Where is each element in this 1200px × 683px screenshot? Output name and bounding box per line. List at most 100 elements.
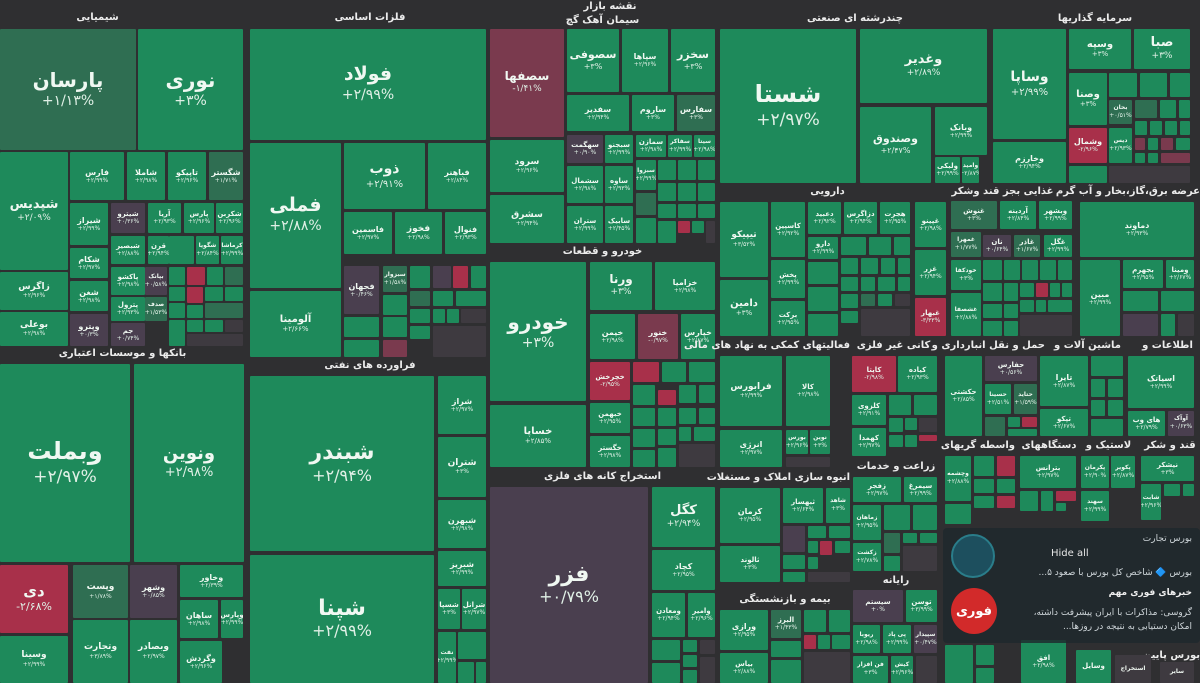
stock-tile[interactable] — [658, 408, 676, 426]
stock-tile[interactable] — [1091, 400, 1105, 416]
stock-tile[interactable]: فجهان +۰/۴۶% — [344, 266, 379, 314]
stock-tile[interactable]: غشصفا +۲/۸۸% — [951, 293, 981, 336]
stock-tile[interactable]: بترانس +۲/۹۷% — [1020, 456, 1076, 488]
stock-tile[interactable] — [169, 320, 185, 346]
stock-tile[interactable]: شرانل +۲/۹۷% — [462, 589, 486, 629]
stock-tile[interactable]: انرژی +۲/۹۷% — [720, 430, 782, 467]
stock-tile[interactable]: ثالوند +۳% — [720, 546, 780, 582]
stock-tile[interactable]: سپیدار +۰/۴۷% — [914, 625, 937, 653]
stock-tile[interactable] — [698, 204, 715, 218]
stock-tile[interactable] — [169, 236, 194, 264]
stock-tile[interactable]: ریوبا +۲/۹۸% — [853, 625, 880, 653]
stock-tile[interactable] — [1109, 73, 1137, 97]
stock-tile[interactable]: وغدیر +۲/۸۹% — [860, 29, 987, 103]
stock-tile[interactable]: دامین +۳% — [720, 280, 768, 336]
stock-tile[interactable] — [652, 640, 680, 660]
stock-tile[interactable] — [1135, 100, 1157, 118]
stock-tile[interactable]: آوآک +۰/۶۳% — [1168, 411, 1194, 436]
stock-tile[interactable]: تیپیکو +۳/۵۲% — [720, 202, 768, 277]
stock-tile[interactable] — [633, 450, 655, 467]
stock-tile[interactable]: خزامیا +۲/۹۸% — [655, 262, 715, 310]
stock-tile[interactable] — [903, 533, 917, 543]
stock-tile[interactable] — [658, 429, 676, 445]
stock-tile[interactable]: شاهد +۳% — [826, 488, 850, 523]
stock-tile[interactable]: تایرا +۲/۸۷% — [1040, 356, 1088, 406]
stock-tile[interactable]: شکربن +۲/۹۶% — [216, 203, 243, 233]
stock-tile[interactable]: صدف +۱/۵۳% — [145, 297, 167, 321]
stock-tile[interactable]: شتران +۳% — [438, 437, 486, 497]
stock-tile[interactable] — [458, 632, 486, 659]
stock-tile[interactable] — [225, 320, 243, 332]
stock-tile[interactable]: فاسمین +۲/۹۷% — [344, 212, 392, 254]
stock-tile[interactable]: حتاید +۱/۵۹% — [1014, 384, 1037, 414]
stock-tile[interactable] — [187, 305, 203, 318]
stock-tile[interactable] — [1004, 321, 1018, 336]
stock-tile[interactable]: افق +۲/۹۸% — [1021, 640, 1066, 683]
stock-tile[interactable] — [889, 395, 911, 415]
stock-tile[interactable]: بجهرم +۲/۹۵% — [1123, 260, 1163, 288]
stock-tile[interactable]: شبصیر +۲/۸۸% — [111, 236, 145, 264]
stock-tile[interactable] — [1161, 138, 1173, 150]
stock-tile[interactable]: وامیر +۲/۹۶% — [688, 593, 715, 637]
stock-tile[interactable]: کرمان +۲/۹۵% — [720, 488, 780, 543]
stock-tile[interactable]: سبزوا +۲/۹۹% — [636, 160, 656, 190]
stock-tile[interactable] — [898, 277, 910, 291]
stock-tile[interactable]: ساوه +۲/۹۳% — [605, 166, 633, 203]
stock-tile[interactable] — [187, 287, 203, 303]
stock-tile[interactable] — [678, 183, 696, 201]
stock-tile[interactable] — [1004, 260, 1020, 280]
stock-tile[interactable] — [820, 541, 832, 555]
stock-tile[interactable]: وسینا +۲/۹۹% — [0, 636, 68, 683]
stock-tile[interactable]: برکت +۲/۹۵% — [771, 301, 805, 336]
stock-tile[interactable]: وشمال -۲/۹۶% — [1069, 128, 1107, 163]
stock-tile[interactable] — [1056, 503, 1066, 511]
stock-tile[interactable] — [808, 262, 838, 284]
stock-tile[interactable] — [633, 408, 655, 426]
stock-tile[interactable] — [636, 193, 656, 215]
stock-tile[interactable]: دعبید +۲/۹۲% — [808, 202, 841, 234]
stock-tile[interactable]: سایر — [1160, 662, 1194, 683]
stock-tile[interactable]: البرز +۱/۴۳% — [771, 610, 801, 638]
stock-tile[interactable] — [945, 504, 971, 524]
stock-tile[interactable]: سبجنو +۲/۹۹% — [605, 135, 633, 163]
stock-tile[interactable] — [679, 427, 691, 441]
stock-tile[interactable] — [905, 418, 917, 430]
stock-tile[interactable] — [974, 479, 994, 493]
stock-tile[interactable]: سمازن +۲/۹۸% — [636, 135, 666, 157]
stock-tile[interactable] — [433, 291, 453, 306]
stock-tile[interactable] — [1036, 283, 1048, 297]
stock-tile[interactable] — [207, 267, 223, 285]
stock-tile[interactable] — [983, 260, 1002, 280]
stock-tile[interactable]: شگستر +۱/۷۱% — [209, 152, 243, 200]
stock-tile[interactable]: پی پاد +۲/۹۹% — [883, 625, 911, 653]
stock-tile[interactable] — [658, 221, 676, 243]
stock-tile[interactable] — [658, 390, 676, 405]
stock-tile[interactable]: شابت +۲/۹۶% — [1141, 484, 1161, 520]
stock-tile[interactable] — [804, 652, 850, 683]
stock-tile[interactable]: شیراز +۲/۹۹% — [70, 203, 108, 245]
stock-tile[interactable] — [683, 640, 697, 652]
stock-tile[interactable] — [706, 221, 715, 243]
stock-tile[interactable] — [1165, 121, 1177, 135]
stock-tile[interactable] — [783, 572, 805, 582]
stock-tile[interactable]: زفجر +۲/۹۷% — [853, 477, 901, 502]
stock-tile[interactable]: حفارس +۰/۵۶% — [985, 356, 1037, 381]
stock-tile[interactable] — [881, 258, 895, 274]
stock-tile[interactable]: توسن +۳/۹۹% — [906, 590, 937, 622]
stock-tile[interactable]: سیستم +۰% — [853, 590, 903, 622]
stock-tile[interactable] — [1176, 138, 1190, 150]
stock-tile[interactable] — [187, 267, 205, 285]
stock-tile[interactable]: فن افزار +۳% — [853, 656, 888, 683]
stock-tile[interactable] — [1140, 73, 1167, 97]
stock-tile[interactable]: تپکو +۲/۶۷% — [1040, 409, 1088, 436]
stock-tile[interactable]: کیاده +۲/۹۳% — [898, 356, 937, 392]
stock-tile[interactable]: غپینو +۲/۹۸% — [915, 202, 946, 247]
stock-tile[interactable] — [461, 309, 486, 323]
stock-tile[interactable]: سیمرغ +۲/۹۹% — [904, 477, 937, 502]
stock-tile[interactable] — [976, 645, 994, 665]
stock-tile[interactable] — [205, 287, 223, 301]
stock-tile[interactable]: شگویا +۲/۸۴% — [196, 236, 219, 264]
stock-tile[interactable] — [1109, 166, 1190, 183]
stock-tile[interactable] — [889, 435, 903, 447]
stock-tile[interactable]: نان +۰/۶۴% — [983, 235, 1011, 257]
